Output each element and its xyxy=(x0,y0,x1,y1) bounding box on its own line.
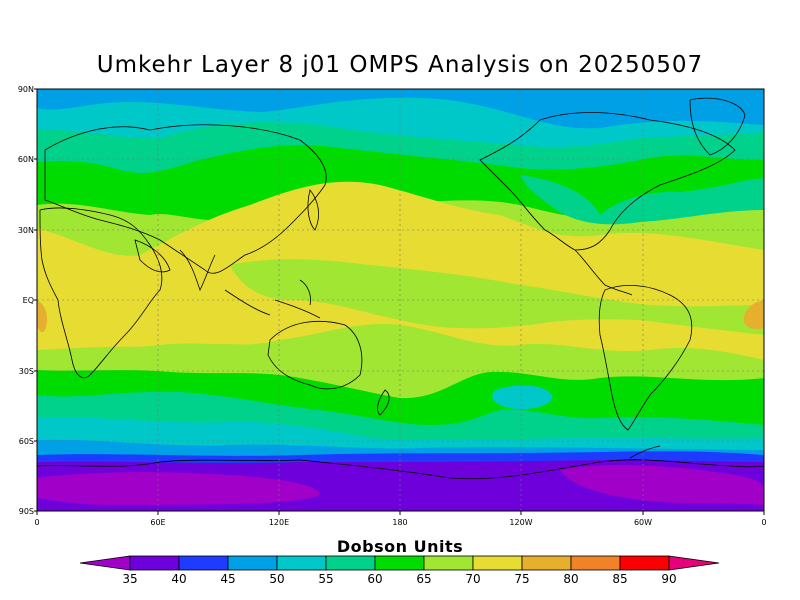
coastline-antarctica xyxy=(37,459,764,480)
coastline-indonesia xyxy=(224,279,321,319)
colorbar-tick-label: 70 xyxy=(465,572,481,586)
lon-label-60e: 60E xyxy=(150,518,166,527)
colorbar-tick-label: 80 xyxy=(563,572,579,586)
colorbar-tick-label: 40 xyxy=(171,572,187,586)
coastline-greenland xyxy=(689,97,746,156)
colorbar-tick-label: 75 xyxy=(514,572,530,586)
colorbar-segment xyxy=(325,555,376,571)
field-75-80-west xyxy=(37,300,48,333)
field-south-lt35-b xyxy=(560,465,764,505)
colorbar-segment xyxy=(472,555,523,571)
colorbar-tick-label: 90 xyxy=(661,572,677,586)
colorbar-tick-label: 65 xyxy=(416,572,432,586)
lat-label-30n: 30N xyxy=(17,226,34,235)
colorbar-tick-label: 45 xyxy=(220,572,236,586)
colorbar-segment xyxy=(619,555,670,571)
colorbar-segment xyxy=(570,555,621,571)
colorbar xyxy=(79,555,720,571)
coastline-australia xyxy=(267,320,363,390)
field-north-50-55 xyxy=(37,89,764,129)
contour-fields xyxy=(37,89,764,511)
colorbar-arrow-low xyxy=(79,555,131,571)
colorbar-segment xyxy=(521,555,572,571)
coastline-south-america xyxy=(598,285,693,431)
map-title: Umkehr Layer 8 j01 OMPS Analysis on 2025… xyxy=(96,52,704,78)
coastlines xyxy=(37,97,764,480)
lon-label-0: 0 xyxy=(34,518,40,527)
coastline-north-america xyxy=(479,112,736,251)
colorbar-segment xyxy=(227,555,278,571)
field-south-lt35-a xyxy=(37,472,320,506)
coastline-india xyxy=(179,249,216,292)
colorbar-tick-label: 35 xyxy=(122,572,138,586)
lon-label-120w: 120W xyxy=(509,518,533,527)
gridlines xyxy=(37,89,764,511)
coastline-africa xyxy=(39,207,163,379)
field-65-70-equator xyxy=(230,259,764,335)
lat-label-30s: 30S xyxy=(18,367,34,376)
lat-label-eq: EQ xyxy=(22,296,34,305)
colorbar-arrow-high xyxy=(668,555,720,571)
coastline-arabia xyxy=(134,239,171,273)
colorbar-title: Dobson Units xyxy=(336,537,464,556)
coastline-japan xyxy=(307,189,320,231)
coastline-nz xyxy=(377,389,390,416)
colorbar-segment xyxy=(276,555,327,571)
colorbar-tick-label: 50 xyxy=(269,572,285,586)
lon-label-0-east: 0 xyxy=(761,518,767,527)
colorbar-segment xyxy=(374,555,425,571)
colorbar-tick-label: 60 xyxy=(367,572,383,586)
field-south-pacific-55 xyxy=(492,385,553,410)
colorbar-segment xyxy=(178,555,229,571)
lon-label-120e: 120E xyxy=(268,518,290,527)
lat-label-90s: 90S xyxy=(18,507,34,516)
lon-label-60w: 60W xyxy=(633,518,653,527)
lat-label-60n: 60N xyxy=(17,155,34,164)
colorbar-tick-label: 85 xyxy=(612,572,628,586)
colorbar-segment xyxy=(129,555,180,571)
field-namerica xyxy=(520,175,764,225)
coastline-central-america xyxy=(574,249,633,296)
field-north-55-60b xyxy=(37,122,764,173)
lat-label-90n: 90N xyxy=(17,85,34,94)
coastline-eurasia xyxy=(44,124,327,274)
lat-label-60s: 60S xyxy=(18,437,34,446)
lon-label-180: 180 xyxy=(392,518,408,527)
colorbar-tick-label: 55 xyxy=(318,572,334,586)
coastline-antarctic-peninsula xyxy=(629,445,661,459)
field-75-80-east xyxy=(743,300,764,330)
colorbar-segment xyxy=(423,555,474,571)
axis-ticks xyxy=(34,88,765,515)
